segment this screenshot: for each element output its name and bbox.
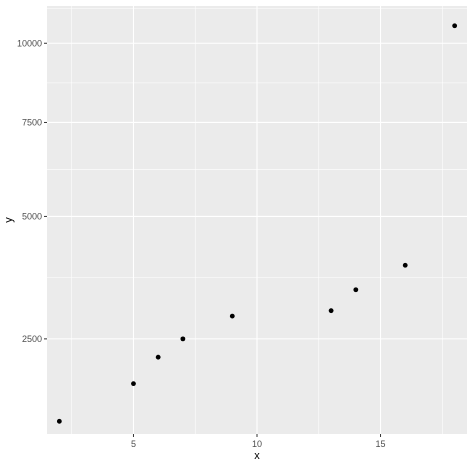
data-point <box>155 354 161 360</box>
data-point <box>180 336 186 342</box>
y-axis-title: y <box>3 217 15 223</box>
y-tick-label: 10000 <box>17 38 42 48</box>
data-point <box>328 308 334 314</box>
data-point <box>229 313 235 319</box>
data-point <box>402 262 408 268</box>
y-tick-label: 2500 <box>22 334 42 344</box>
data-point <box>131 381 136 387</box>
data-point <box>353 287 359 293</box>
data-point <box>452 23 458 29</box>
y-tick-label: 7500 <box>22 117 42 127</box>
point-layer <box>56 23 458 424</box>
x-tick-label: 10 <box>252 439 262 449</box>
y-tick-label: 5000 <box>22 211 42 221</box>
x-axis-title: x <box>254 450 260 462</box>
x-tick-label: 15 <box>376 439 386 449</box>
grid-layer <box>47 6 467 434</box>
data-point <box>56 418 62 424</box>
x-tick-label: 5 <box>131 439 136 449</box>
tick-layer: 5 10 15 2500 5000 7500 10000 <box>17 38 386 449</box>
